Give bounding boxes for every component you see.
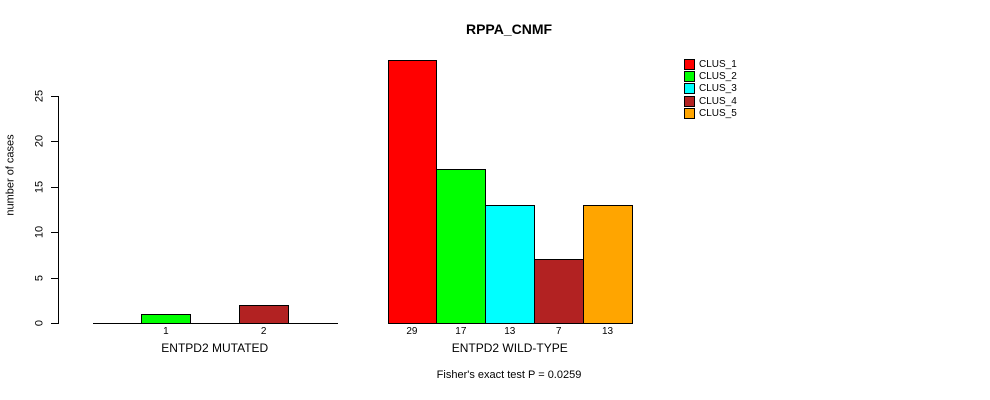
- y-axis-tick: [51, 232, 58, 233]
- y-axis-tick-label: 10: [33, 225, 46, 239]
- bar-value-label-clus-1: 29: [406, 326, 418, 337]
- legend: CLUS_1 CLUS_2 CLUS_3 CLUS_4 CLUS_5: [684, 59, 737, 120]
- legend-item-clus-5: CLUS_5: [684, 107, 737, 119]
- y-axis-label: number of cases: [4, 134, 17, 216]
- y-axis-tick: [51, 141, 58, 142]
- legend-swatch-clus-3: [684, 83, 695, 95]
- bar-value-label-clus-2: 17: [455, 326, 467, 337]
- group-label-entpd2-mutated: ENTPD2 MUTATED: [161, 341, 269, 355]
- y-axis-tick-label: 15: [33, 180, 46, 194]
- bar-clus-2: [436, 169, 486, 324]
- y-axis-tick: [51, 96, 58, 97]
- x-axis-baseline: [93, 323, 338, 324]
- y-axis-tick: [51, 323, 58, 324]
- legend-label-clus-2: CLUS_2: [699, 71, 737, 83]
- bar-clus-2: [141, 314, 191, 324]
- bar-value-label-clus-3: 13: [504, 326, 516, 337]
- y-axis-tick-label: 5: [33, 274, 46, 282]
- y-axis-tick-label: 25: [33, 89, 46, 103]
- bar-value-label-clus-2: 1: [163, 326, 169, 337]
- legend-swatch-clus-4: [684, 95, 695, 107]
- bar-clus-4: [239, 305, 289, 324]
- bar-value-label-clus-4: 7: [555, 326, 562, 337]
- bar-value-label-clus-4: 2: [260, 326, 267, 337]
- legend-item-clus-4: CLUS_4: [684, 95, 737, 107]
- y-axis-tick-label: 20: [33, 134, 46, 148]
- legend-swatch-clus-1: [684, 59, 695, 70]
- legend-label-clus-5: CLUS_5: [699, 107, 737, 119]
- y-axis: [58, 96, 59, 324]
- legend-swatch-clus-5: [684, 107, 695, 119]
- bar-value-label-clus-5: 13: [601, 326, 614, 337]
- legend-label-clus-3: CLUS_3: [699, 83, 737, 95]
- bar-clus-4: [534, 259, 584, 324]
- chart-title: RPPA_CNMF: [465, 21, 553, 37]
- legend-item-clus-3: CLUS_3: [684, 83, 737, 95]
- y-axis-tick-label: 0: [33, 319, 46, 327]
- legend-item-clus-2: CLUS_2: [684, 71, 737, 83]
- bar-clus-1: [388, 60, 437, 324]
- bar-clus-3: [485, 205, 535, 324]
- legend-label-clus-1: CLUS_1: [699, 59, 737, 70]
- y-axis-tick: [51, 187, 58, 188]
- fisher-test-annotation: Fisher's exact test P = 0.0259: [436, 369, 582, 381]
- group-label-entpd2-wild-type: ENTPD2 WILD-TYPE: [451, 341, 568, 355]
- y-axis-tick: [51, 278, 58, 279]
- legend-item-clus-1: CLUS_1: [684, 59, 737, 70]
- legend-swatch-clus-2: [684, 71, 695, 83]
- bar-clus-5: [583, 205, 633, 324]
- legend-label-clus-4: CLUS_4: [699, 95, 737, 107]
